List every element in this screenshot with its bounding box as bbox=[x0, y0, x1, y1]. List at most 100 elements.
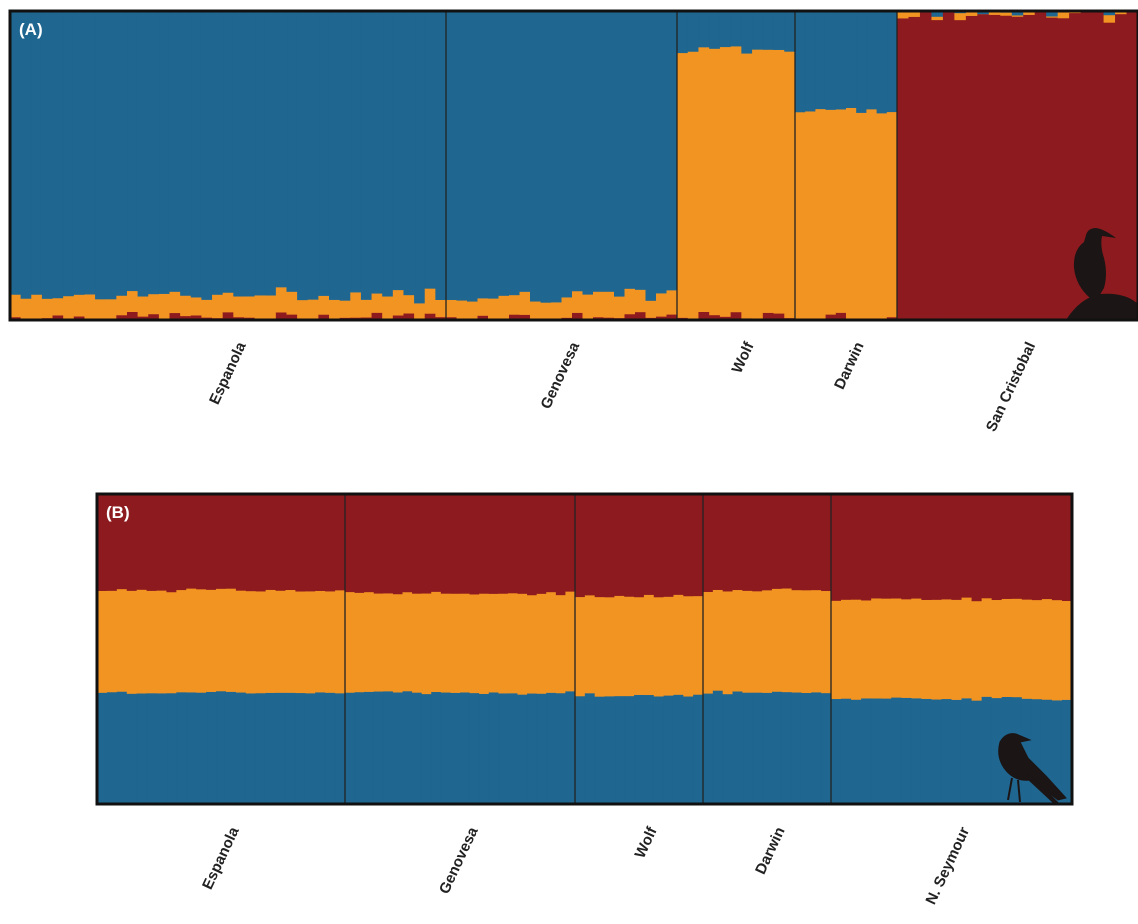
bar-segment-red bbox=[781, 494, 793, 589]
bar-segment-orange bbox=[116, 295, 128, 316]
bar-segment-orange bbox=[498, 593, 509, 694]
bar-segment-red bbox=[663, 494, 675, 597]
bars-group bbox=[97, 494, 1072, 804]
bar-segment-orange bbox=[752, 49, 764, 320]
bar-segment-blue bbox=[403, 11, 415, 296]
bar-segment-red bbox=[233, 316, 245, 320]
bar-segment-red bbox=[460, 494, 471, 594]
bar-segment-blue bbox=[286, 11, 298, 292]
bar-segment-orange bbox=[156, 590, 168, 694]
bar-segment-blue bbox=[450, 692, 461, 804]
bar-segment-orange bbox=[941, 599, 953, 700]
bar-segment-red bbox=[841, 494, 852, 600]
bar-segment-orange bbox=[84, 294, 96, 320]
bar-segment-blue bbox=[762, 692, 773, 804]
bar-segment-blue bbox=[196, 692, 207, 804]
bar-segment-red bbox=[1126, 11, 1138, 320]
bar-segment-blue bbox=[709, 11, 721, 49]
bar-segment-orange bbox=[414, 303, 426, 320]
bar-segment-blue bbox=[222, 11, 234, 293]
bar-segment-blue bbox=[488, 11, 500, 299]
bar-segment-orange bbox=[811, 589, 822, 693]
bar-segment-red bbox=[604, 494, 615, 598]
bar-segment-blue bbox=[722, 693, 734, 804]
bar-segment-orange bbox=[265, 589, 277, 693]
bar-segment-blue bbox=[225, 691, 237, 804]
panel-b-structure-plot: Espanola Genovesa Wolf Darwin N. Seymour (B) bbox=[95, 492, 1074, 907]
bar-segment-red bbox=[931, 19, 944, 320]
bar-segment-red bbox=[225, 494, 237, 589]
bar-segment-blue bbox=[791, 692, 803, 804]
bar-segment-blue bbox=[603, 11, 615, 292]
bar-segment-red bbox=[886, 316, 898, 320]
bar-segment-orange bbox=[233, 296, 245, 318]
bar-segment-red bbox=[981, 494, 993, 599]
bar-segment-blue bbox=[871, 698, 882, 804]
bar-segment-blue bbox=[325, 692, 336, 804]
bar-segment-blue bbox=[335, 693, 346, 804]
bar-segment-blue bbox=[392, 11, 405, 291]
bar-segment-red bbox=[373, 494, 384, 594]
population-label: Wolf bbox=[729, 339, 758, 376]
bar-segment-blue bbox=[604, 696, 615, 804]
bar-segment-blue bbox=[741, 11, 753, 54]
bar-segment-orange bbox=[52, 297, 64, 316]
bar-segment-red bbox=[565, 494, 576, 592]
bar-segment-orange bbox=[295, 591, 306, 694]
bar-segment-orange bbox=[126, 590, 138, 694]
bar-segment-blue bbox=[146, 693, 158, 804]
bar-segment-orange bbox=[403, 294, 415, 314]
bar-segment-blue bbox=[881, 698, 892, 804]
bar-segment-blue bbox=[383, 691, 394, 804]
bar-segment-blue bbox=[861, 698, 872, 804]
bar-segment-red bbox=[446, 316, 458, 320]
population-label: Darwin bbox=[752, 825, 789, 878]
bar-segment-orange bbox=[1011, 598, 1023, 698]
bar-segment-blue bbox=[683, 696, 694, 804]
bar-segment-blue bbox=[275, 11, 288, 288]
bar-segment-orange bbox=[663, 596, 675, 696]
bar-segment-blue bbox=[402, 690, 413, 804]
panel-a-structure-plot: Espanola Genovesa Wolf Darwin San Cristobal (… bbox=[8, 9, 1138, 434]
bar-segment-orange bbox=[981, 598, 993, 697]
bar-segment-blue bbox=[921, 698, 933, 804]
bar-segment-blue bbox=[977, 11, 990, 15]
bar-segment-orange bbox=[222, 292, 234, 313]
bar-segment-blue bbox=[795, 11, 806, 113]
bar-segment-red bbox=[275, 494, 287, 591]
population-label: Espanola bbox=[206, 339, 250, 407]
bar-segment-orange bbox=[297, 299, 309, 320]
bar-segment-orange bbox=[498, 295, 510, 320]
bar-segment-blue bbox=[148, 11, 160, 295]
bar-segment-red bbox=[656, 316, 668, 320]
bar-segment-blue bbox=[575, 695, 586, 804]
bar-segment-blue bbox=[784, 11, 796, 52]
bar-segment-red bbox=[421, 494, 432, 594]
bar-segment-orange bbox=[712, 589, 724, 691]
bar-segment-red bbox=[673, 494, 684, 595]
bar-segment-red bbox=[835, 312, 847, 320]
panel-label: (A) bbox=[19, 20, 43, 39]
bar-segment-blue bbox=[360, 11, 373, 300]
bar-segment-red bbox=[742, 494, 753, 591]
bar-segment-red bbox=[519, 314, 531, 320]
bar-segment-orange bbox=[698, 47, 710, 313]
bar-segment-orange bbox=[931, 599, 943, 700]
bar-segment-orange bbox=[488, 593, 499, 693]
bar-segment-blue bbox=[440, 692, 452, 804]
bar-segment-blue bbox=[488, 692, 499, 804]
bar-segment-orange bbox=[206, 589, 217, 692]
bar-segment-blue bbox=[841, 698, 852, 804]
bar-segment-blue bbox=[565, 691, 576, 804]
bar-segment-red bbox=[536, 494, 547, 594]
bar-segment-orange bbox=[815, 108, 827, 319]
bar-segment-blue bbox=[876, 11, 888, 114]
bar-segment-orange bbox=[105, 299, 117, 320]
bar-segment-blue bbox=[116, 11, 128, 296]
bar-segment-orange bbox=[594, 596, 606, 697]
bar-segment-orange bbox=[450, 593, 461, 693]
bar-segment-red bbox=[762, 312, 775, 320]
bar-segment-red bbox=[908, 16, 921, 320]
bar-segment-orange bbox=[97, 590, 108, 693]
bar-segment-red bbox=[275, 312, 288, 320]
